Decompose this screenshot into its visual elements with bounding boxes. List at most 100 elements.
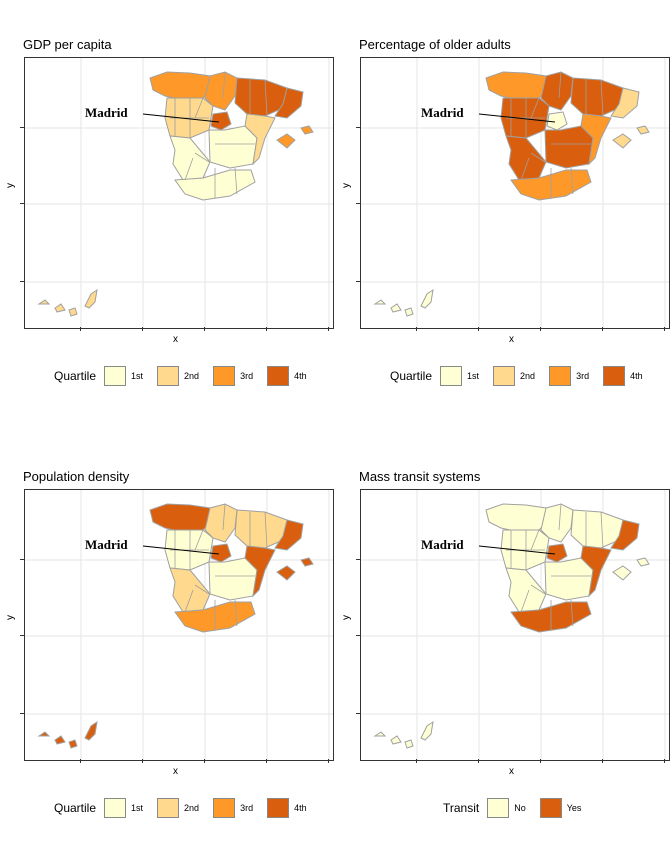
region-balearics: [612, 557, 650, 581]
map-panel-2: Percentage of older adults Madrid y x Quarti…: [336, 0, 672, 432]
legend-key: [487, 798, 510, 818]
x-tick: [602, 327, 603, 331]
region-west: [169, 135, 211, 181]
region-west: [505, 567, 547, 613]
madrid-leader-line: [478, 113, 556, 123]
legend-key-label: 1st: [131, 803, 144, 813]
x-tick: [540, 759, 541, 763]
x-tick: [328, 759, 329, 763]
region-madrid: [210, 111, 232, 131]
y-tick: [20, 713, 24, 714]
x-tick: [80, 759, 81, 763]
region-canaries: [37, 288, 98, 317]
panel-title: Percentage of older adults: [359, 37, 511, 52]
region-balearics: [612, 125, 650, 149]
x-axis-label: x: [509, 334, 514, 345]
x-tick: [142, 759, 143, 763]
madrid-label: Madrid: [85, 105, 128, 120]
legend-key-label: 4th: [630, 371, 643, 381]
region-balearics: [276, 125, 314, 149]
legend-key-label: 3rd: [576, 371, 590, 381]
legend-key-label: 1st: [467, 371, 480, 381]
x-tick: [416, 327, 417, 331]
legend: Quartile 1st 2nd 3rd 4th: [390, 365, 657, 387]
legend-key: [157, 798, 180, 818]
panel-title: Population density: [23, 469, 130, 484]
legend-key-label: 3rd: [240, 371, 254, 381]
x-tick: [602, 759, 603, 763]
legend-key: [104, 366, 127, 386]
region-west: [169, 567, 211, 613]
y-tick: [20, 203, 24, 204]
region-north-coast: [485, 503, 550, 533]
region-north-center: [540, 503, 574, 543]
y-tick: [20, 559, 24, 560]
legend-title: Transit: [443, 801, 480, 815]
x-tick: [478, 327, 479, 331]
region-north-center: [204, 503, 238, 543]
y-tick: [356, 559, 360, 560]
map-panel-3: Population density Madrid y x Quartile 1st 2nd…: [0, 432, 336, 864]
map-plot-area: Madrid: [24, 489, 334, 761]
x-axis-label: x: [509, 766, 514, 777]
region-north-east: [570, 509, 624, 549]
x-axis-label: x: [173, 766, 178, 777]
y-tick: [356, 127, 360, 128]
madrid-leader-line: [142, 113, 220, 123]
legend-key-label: 2nd: [184, 371, 200, 381]
legend-key-label: 2nd: [184, 803, 200, 813]
map-panel-1: GDP per capita Madrid y x Quartile 1st 2nd 3rd 4…: [0, 0, 336, 432]
region-east-coast: [244, 113, 276, 166]
map-svg: Madrid: [25, 58, 333, 328]
x-axis-label: x: [173, 334, 178, 345]
region-castile-south: [208, 557, 258, 601]
legend-key: [267, 798, 290, 818]
y-tick: [356, 635, 360, 636]
x-tick: [80, 327, 81, 331]
region-north-east: [234, 509, 288, 549]
map-panel-4: Mass transit systems Madrid y x Transit No Yes: [336, 432, 672, 864]
x-tick: [266, 327, 267, 331]
legend-key: [549, 366, 572, 386]
region-north-coast: [149, 503, 214, 533]
panel-title: GDP per capita: [23, 37, 112, 52]
region-north-east: [234, 77, 288, 117]
legend-key: [493, 366, 516, 386]
y-tick: [356, 203, 360, 204]
legend-key-label: No: [514, 803, 526, 813]
legend-key-label: Yes: [566, 803, 582, 813]
map-plot-area: Madrid: [360, 489, 670, 761]
legend-key: [213, 366, 236, 386]
y-axis-label: y: [341, 615, 352, 620]
x-tick: [540, 327, 541, 331]
legend-title: Quartile: [54, 801, 97, 815]
x-tick: [478, 759, 479, 763]
region-west: [505, 135, 547, 181]
region-canaries: [373, 720, 434, 749]
y-axis-label: y: [5, 615, 16, 620]
map-plot-area: Madrid: [24, 57, 334, 329]
region-castile-south: [544, 557, 594, 601]
y-tick: [20, 635, 24, 636]
region-north-center: [540, 71, 574, 111]
legend-title: Quartile: [390, 369, 433, 383]
region-north-east: [570, 77, 624, 117]
madrid-leader-line: [478, 545, 556, 555]
x-tick: [204, 327, 205, 331]
legend: Quartile 1st 2nd 3rd 4th: [54, 365, 321, 387]
region-castile-south: [208, 125, 258, 169]
y-tick: [20, 127, 24, 128]
x-tick: [266, 759, 267, 763]
madrid-leader-line: [142, 545, 220, 555]
region-north-coast: [149, 71, 214, 101]
y-tick: [356, 281, 360, 282]
y-tick: [356, 713, 360, 714]
region-canaries: [37, 720, 98, 749]
legend-key: [104, 798, 127, 818]
map-svg: Madrid: [25, 490, 333, 760]
region-castile-south: [544, 125, 594, 169]
legend-key-label: 1st: [131, 371, 144, 381]
map-svg: Madrid: [361, 58, 669, 328]
region-catalonia: [610, 519, 640, 551]
y-axis-label: y: [5, 183, 16, 188]
